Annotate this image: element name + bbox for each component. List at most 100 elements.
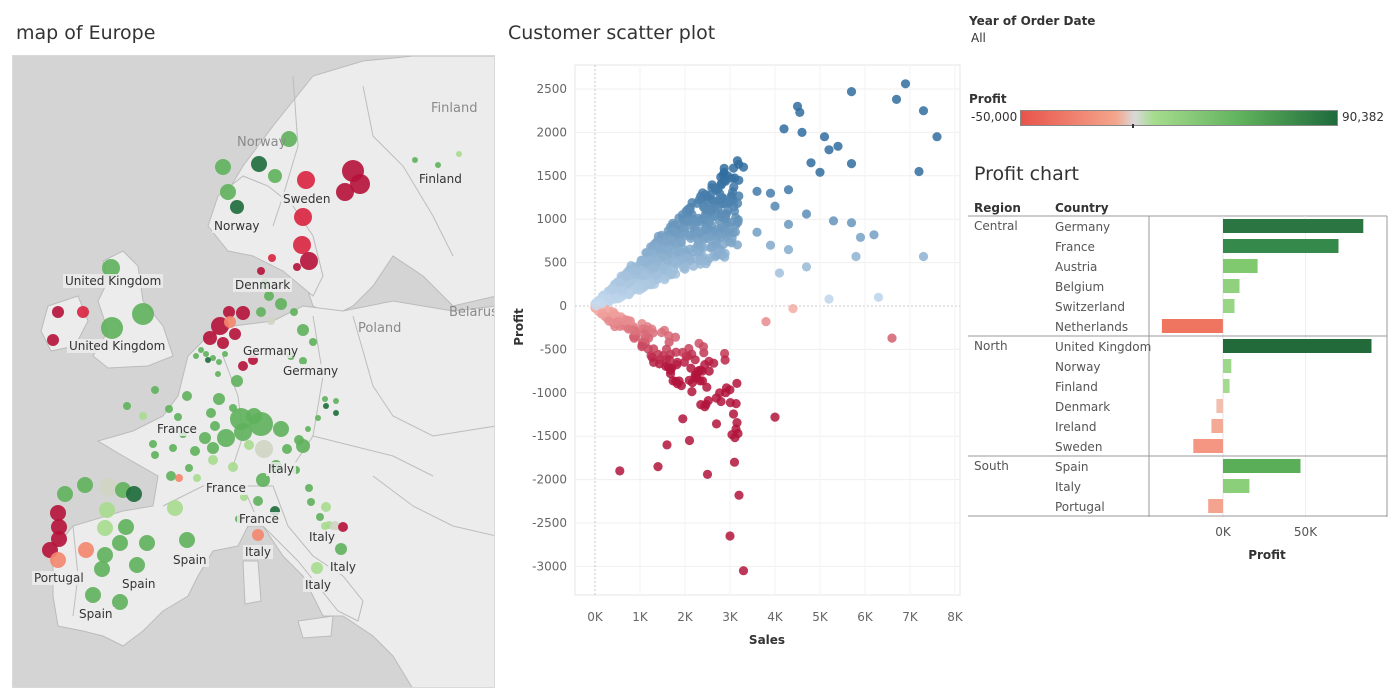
scatter-point[interactable] [639, 256, 649, 266]
scatter-point[interactable] [711, 419, 722, 429]
scatter-point[interactable] [891, 94, 902, 104]
map-bubble[interactable] [305, 484, 313, 492]
scatter-point[interactable] [728, 409, 739, 419]
scatter-point[interactable] [659, 238, 669, 248]
map-bubble[interactable] [139, 412, 147, 420]
map-bubble[interactable] [174, 413, 182, 421]
map-bubble[interactable] [50, 552, 66, 568]
scatter-point[interactable] [806, 158, 816, 168]
map-bubble[interactable] [333, 398, 339, 404]
scatter-point[interactable] [664, 355, 674, 365]
map-bubble[interactable] [215, 159, 231, 175]
map-bubble[interactable] [97, 547, 113, 563]
map-bubble[interactable] [167, 500, 183, 516]
scatter-point[interactable] [720, 252, 730, 262]
scatter-point[interactable] [846, 159, 857, 169]
profit-bar[interactable] [1223, 379, 1230, 393]
map-bubble[interactable] [139, 535, 155, 551]
map-bubble[interactable] [323, 403, 329, 409]
scatter-point[interactable] [637, 342, 647, 352]
scatter-point[interactable] [846, 218, 857, 228]
scatter-point[interactable] [641, 248, 651, 258]
scatter-point[interactable] [734, 175, 744, 185]
map-bubble[interactable] [315, 415, 321, 421]
scatter-point[interactable] [688, 247, 698, 257]
scatter-point[interactable] [669, 226, 679, 237]
map-bubble[interactable] [275, 298, 287, 310]
scatter-point[interactable] [918, 106, 929, 116]
scatter-point[interactable] [597, 308, 608, 319]
map-bubble[interactable] [198, 347, 204, 353]
scatter-point[interactable] [795, 107, 805, 117]
map-bubble[interactable] [179, 532, 195, 548]
map-bubble[interactable] [249, 412, 273, 436]
map-bubble[interactable] [123, 402, 131, 410]
scatter-point[interactable] [729, 457, 740, 467]
map-bubble[interactable] [217, 429, 235, 447]
map-bubble[interactable] [182, 391, 192, 401]
map-bubble[interactable] [229, 328, 241, 340]
scatter-point[interactable] [702, 469, 713, 479]
scatter-point[interactable] [819, 132, 830, 142]
map-bubble[interactable] [77, 477, 93, 493]
scatter-point[interactable] [711, 196, 721, 206]
scatter-point[interactable] [779, 124, 789, 134]
scatter-point[interactable] [752, 227, 762, 237]
map-bubble[interactable] [216, 359, 222, 365]
scatter-point[interactable] [711, 239, 721, 249]
scatter-point[interactable] [623, 324, 634, 334]
map-bubble[interactable] [223, 306, 235, 318]
map-bubble[interactable] [50, 505, 66, 521]
map-canvas[interactable] [13, 56, 495, 688]
scatter-point[interactable] [649, 357, 659, 367]
scatter-point[interactable] [694, 195, 704, 205]
scatter-point[interactable] [687, 387, 697, 397]
scatter-point[interactable] [639, 270, 649, 280]
map-bubble[interactable] [255, 440, 273, 458]
scatter-point[interactable] [690, 355, 700, 365]
profit-bar[interactable] [1161, 319, 1223, 333]
map-bubble[interactable] [238, 361, 248, 371]
scatter-point[interactable] [724, 197, 734, 207]
scatter-point[interactable] [704, 366, 714, 376]
scatter-point[interactable] [846, 87, 857, 97]
profit-bar[interactable] [1211, 419, 1223, 433]
scatter-point[interactable] [677, 210, 688, 220]
map-bubble[interactable] [316, 513, 324, 521]
map-bubble[interactable] [321, 502, 331, 512]
map-bubble[interactable] [307, 498, 315, 506]
scatter-point[interactable] [716, 396, 726, 407]
profit-bar[interactable] [1193, 439, 1223, 453]
scatter-point[interactable] [653, 462, 663, 472]
scatter-point[interactable] [719, 239, 729, 249]
map-bubble[interactable] [149, 440, 157, 448]
scatter-point[interactable] [738, 566, 749, 576]
scatter-point[interactable] [869, 230, 879, 240]
map-bubble[interactable] [169, 444, 177, 452]
scatter-point[interactable] [604, 316, 614, 326]
map-bubble[interactable] [175, 474, 183, 482]
scatter-point[interactable] [686, 363, 696, 373]
map-bubble[interactable] [456, 151, 462, 157]
scatter-point[interactable] [774, 268, 785, 278]
map-bubble[interactable] [94, 561, 110, 577]
map-bubble[interactable] [311, 562, 323, 574]
map-bubble[interactable] [350, 174, 370, 194]
scatter-point[interactable] [728, 163, 739, 173]
scatter-point[interactable] [661, 344, 672, 354]
map-bubble[interactable] [132, 303, 154, 325]
map-bubble[interactable] [230, 200, 244, 214]
scatter-point[interactable] [665, 369, 676, 379]
scatter-point[interactable] [729, 182, 739, 192]
map-bubble[interactable] [151, 451, 159, 459]
scatter-point[interactable] [733, 198, 743, 208]
map-bubble[interactable] [112, 594, 128, 610]
map-bubble[interactable] [213, 393, 225, 405]
map-bubble[interactable] [193, 353, 199, 359]
scatter-point[interactable] [887, 333, 897, 343]
scatter-point[interactable] [678, 414, 688, 424]
map-bubble[interactable] [101, 317, 123, 339]
scatter-point[interactable] [701, 190, 711, 200]
map-bubble[interactable] [297, 324, 309, 336]
map-bubble[interactable] [281, 131, 297, 147]
